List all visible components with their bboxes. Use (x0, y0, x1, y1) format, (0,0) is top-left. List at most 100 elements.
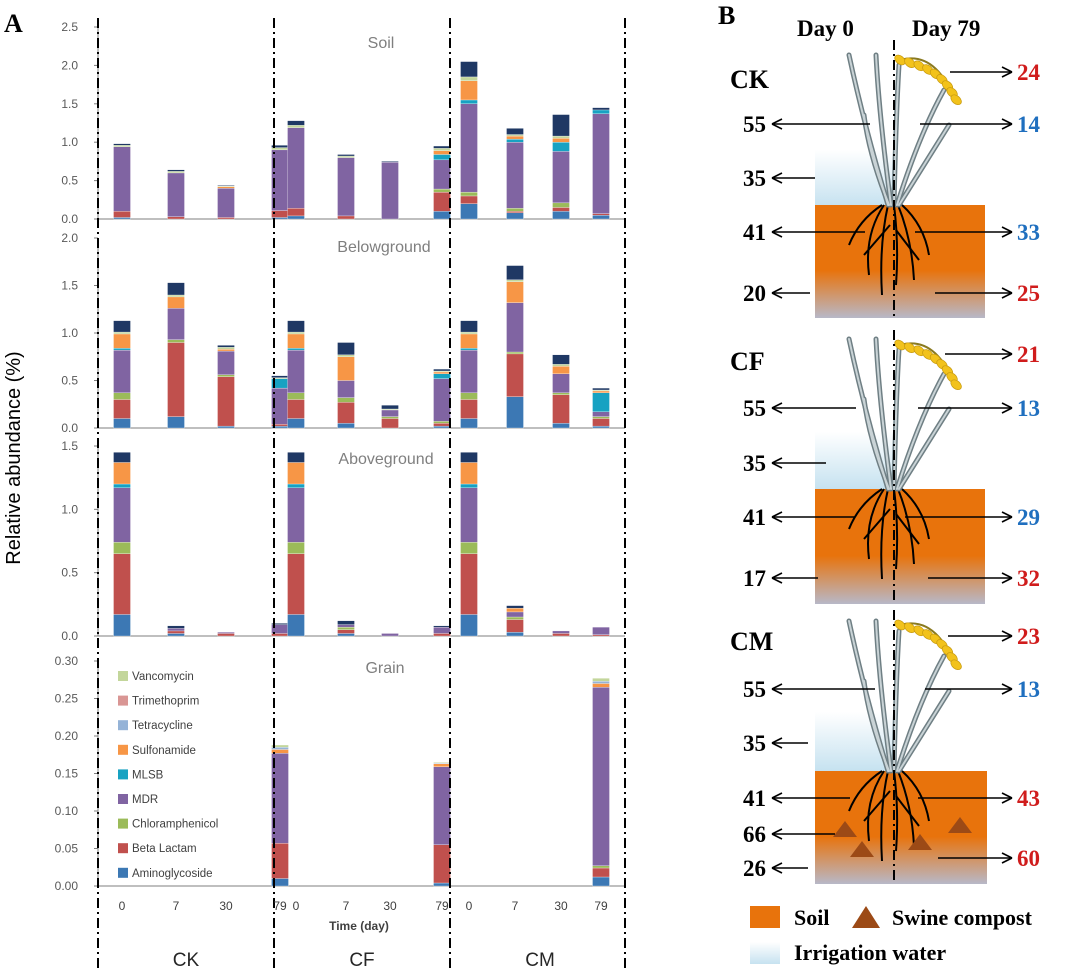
plant-root (848, 204, 883, 246)
plant-root (863, 508, 891, 540)
soil-block (815, 205, 985, 318)
day79-value: 24 (1017, 60, 1041, 85)
day0-arrow-head (771, 402, 783, 414)
y-tick-label: 0.5 (61, 374, 78, 388)
bar-segment-belowground-cf-day0-vancomycin (287, 331, 305, 335)
plant-root (848, 770, 883, 812)
bar-segment-aboveground-ck-day7-mdr (167, 628, 185, 632)
bar-segment-aboveground-ck-day7-beta-lactam (167, 630, 185, 634)
x-tick-label: 79 (273, 899, 287, 913)
bar-segment-belowground-cf-day79-chloramphenicol (433, 421, 451, 424)
bar-segment-belowground-ck-day0-sulfonamide (113, 333, 131, 349)
bar-segment-soil-cf-day79-other (433, 145, 451, 149)
day0-arrow-head (771, 511, 783, 523)
y-tick-label: 1.5 (61, 97, 78, 111)
bar-segment-belowground-cm-day30-vancomycin (552, 364, 570, 367)
bar-segment-soil-cm-day0-vancomycin (460, 76, 478, 81)
header-day79: Day 79 (912, 16, 980, 41)
bar-segment-belowground-ck-day7-vancomycin (167, 294, 185, 298)
bar-segment-grain-cm-day79-aminoglycoside (592, 876, 610, 887)
y-tick-label: 0.05 (55, 842, 79, 856)
y-tick-label: 0.10 (55, 804, 79, 818)
bar-segment-soil-cf-day30-other (381, 161, 399, 163)
bar-segment-belowground-cm-day79-other (592, 387, 610, 391)
bar-segment-belowground-cm-day79-beta-lactam (592, 418, 610, 427)
day0-arrow-head (771, 572, 783, 584)
bar-segment-belowground-cm-day30-other (552, 354, 570, 365)
bar-segment-aboveground-cm-day0-chloramphenicol (460, 542, 478, 554)
bar-segment-belowground-cf-day79-beta-lactam (433, 423, 451, 427)
legend-label-sulfonamide: Sulfonamide (132, 745, 196, 757)
day79-value: 60 (1017, 846, 1040, 871)
legend-soil-label: Soil (794, 905, 829, 930)
y-tick-label: 0.5 (61, 174, 78, 188)
plant-root (893, 204, 899, 286)
bar-segment-soil-cm-day7-beta-lactam (506, 211, 524, 214)
day0-arrow-head (771, 737, 783, 749)
legend-label-vancomycin: Vancomycin (132, 671, 194, 683)
bar-segment-soil-cf-day7-beta-lactam (337, 215, 355, 220)
plant-leaf-highlight (875, 54, 892, 206)
bar-segment-aboveground-cf-day7-other (337, 620, 355, 625)
group-label-ck: CK (173, 950, 200, 971)
plant-leaf-highlight (898, 408, 950, 490)
bar-segment-aboveground-ck-day0-aminoglycoside (113, 614, 131, 637)
bar-segment-soil-cf-day79-chloramphenicol (433, 188, 451, 193)
bar-segment-belowground-cf-day30-mdr (381, 409, 399, 417)
bar-segment-soil-cm-day0-mdr (460, 103, 478, 193)
bar-segment-aboveground-cm-day0-mlsb (460, 483, 478, 488)
x-tick-label: 7 (512, 899, 519, 913)
y-tick-label: 0.30 (55, 654, 79, 668)
day79-arrow-head (1001, 402, 1013, 414)
legend-water-label: Irrigation water (794, 940, 946, 965)
bar-segment-soil-ck-day30-sulfonamide (217, 186, 235, 189)
legend-swatch-vancomycin (118, 671, 128, 681)
plant-leaf-highlight (896, 89, 945, 206)
panel-title-aboveground: Aboveground (338, 451, 433, 468)
legend-label-aminoglycoside: Aminoglycoside (132, 868, 213, 880)
bar-segment-belowground-cf-day7-aminoglycoside (337, 423, 355, 429)
bar-segment-soil-cf-day79-aminoglycoside (433, 211, 451, 220)
rice-grain (894, 339, 906, 351)
day0-value: 55 (743, 112, 766, 137)
bar-segment-soil-cm-day79-beta-lactam (592, 213, 610, 216)
day0-value: 55 (743, 677, 766, 702)
bar-segment-soil-cf-day79-beta-lactam (433, 191, 451, 212)
bar-segment-belowground-ck-day30-other (217, 345, 235, 348)
bar-segment-soil-cm-day0-other (460, 61, 478, 78)
panel-title-soil: Soil (368, 35, 395, 52)
y-tick-label: 0.0 (61, 421, 78, 435)
plant-root (901, 204, 930, 256)
bar-segment-aboveground-ck-day30-beta-lactam (217, 633, 235, 637)
bar-segment-belowground-ck-day30-chloramphenicol (217, 374, 235, 377)
day79-arrow-head (1001, 66, 1013, 78)
bar-segment-soil-ck-day0-beta-lactam (113, 211, 131, 218)
bar-segment-belowground-cf-day0-sulfonamide (287, 333, 305, 349)
legend-swatch-beta-lactam (118, 843, 128, 854)
day0-arrow-head (771, 683, 783, 695)
bar-segment-soil-cm-day0-beta-lactam (460, 195, 478, 204)
plant-leaf-highlight (875, 338, 892, 490)
bar-segment-aboveground-ck-day0-chloramphenicol (113, 542, 131, 554)
bar-segment-aboveground-cm-day79-mdr (592, 626, 610, 635)
legend-swatch-trimethoprim (118, 695, 128, 706)
bar-segment-grain-cf-day79-aminoglycoside (433, 882, 451, 887)
legend-label-chloramphenicol: Chloramphenicol (132, 819, 218, 831)
bar-segment-soil-cm-day30-beta-lactam (552, 207, 570, 212)
bar-segment-soil-cf-day0-beta-lactam (287, 208, 305, 217)
y-tick-label: 1.5 (61, 279, 78, 293)
bar-segment-soil-cm-day0-aminoglycoside (460, 203, 478, 220)
bar-segment-belowground-cm-day30-beta-lactam (552, 394, 570, 424)
day0-arrow-head (771, 287, 783, 299)
bar-segment-belowground-cf-day7-beta-lactam (337, 402, 355, 424)
bar-segment-belowground-cm-day0-aminoglycoside (460, 418, 478, 429)
day79-value: 32 (1017, 566, 1040, 591)
bar-segment-belowground-cf-day79-mdr (433, 378, 451, 422)
bar-segment-aboveground-ck-day0-sulfonamide (113, 462, 131, 485)
bar-segment-soil-cm-day7-sulfonamide (506, 135, 524, 140)
legend-swatch-sulfonamide (118, 744, 128, 755)
bar-segment-soil-cm-day7-mlsb (506, 138, 524, 143)
bar-segment-aboveground-cf-day0-beta-lactam (287, 553, 305, 615)
bar-segment-soil-cf-day0-other (287, 120, 305, 126)
bar-segment-soil-cf-day0-vancomycin (287, 125, 305, 128)
